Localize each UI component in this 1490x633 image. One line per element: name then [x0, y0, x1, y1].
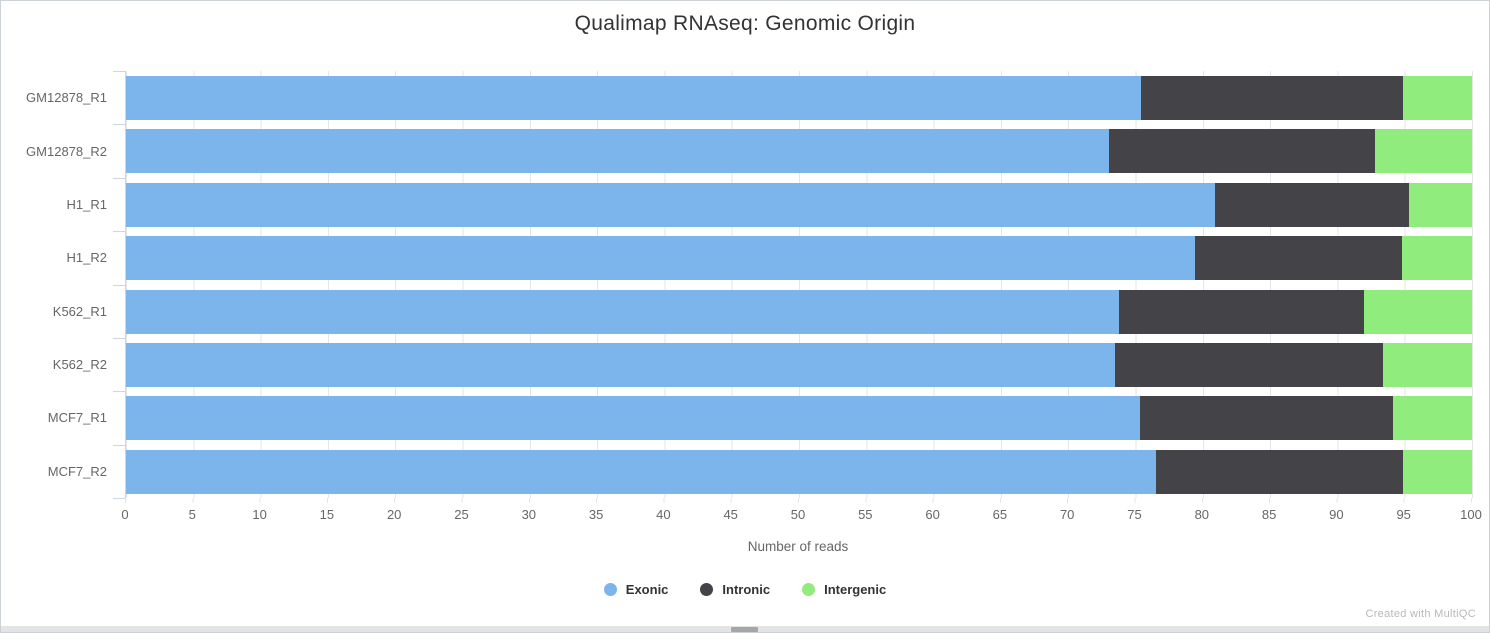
- y-axis-tick: [113, 391, 125, 393]
- bar-segment-exonic[interactable]: [126, 236, 1195, 281]
- x-axis-ticks: [125, 498, 1472, 503]
- x-axis-tick-label: 20: [386, 507, 402, 522]
- legend-marker-icon: [802, 583, 816, 596]
- x-axis-tick-label: 35: [588, 507, 604, 522]
- y-axis-label: GM12878_R1: [26, 90, 107, 106]
- stacked-bar-k562_r1[interactable]: [126, 289, 1472, 334]
- bar-row: [126, 391, 1472, 444]
- legend-item-intronic[interactable]: Intronic: [700, 582, 770, 597]
- bar-segment-intronic[interactable]: [1155, 449, 1404, 494]
- bar-segment-intergenic[interactable]: [1375, 129, 1472, 174]
- y-axis-label: H1_R1: [66, 196, 107, 212]
- legend-item-exonic[interactable]: Exonic: [603, 582, 669, 597]
- x-axis-tick-label: 0: [121, 507, 129, 522]
- x-axis-title: Number of reads: [747, 539, 849, 554]
- x-axis-tick-label: 40: [656, 507, 671, 522]
- bar-row: [126, 445, 1472, 498]
- y-axis-ticks: [113, 71, 125, 499]
- bar-segment-intronic[interactable]: [1115, 342, 1384, 387]
- bar-row: [126, 285, 1472, 338]
- bar-segment-exonic[interactable]: [126, 342, 1116, 387]
- bar-row: [126, 231, 1472, 284]
- horizontal-scrollbar[interactable]: [1, 626, 1489, 632]
- stacked-bar-mcf7_r2[interactable]: [126, 449, 1472, 494]
- legend-item-intergenic[interactable]: Intergenic: [802, 582, 886, 597]
- y-axis-tick: [113, 177, 125, 179]
- x-axis-tick-label: 50: [790, 507, 806, 522]
- y-axis-label: MCF7_R1: [47, 410, 107, 426]
- bar-row: [126, 124, 1472, 177]
- bar-row: [126, 338, 1472, 391]
- y-axis-labels: GM12878_R1 GM12878_R2 H1_R1 H1_R2 K562_R1 K56…: [1, 71, 107, 498]
- legend: Exonic Intronic Intergenic: [1, 582, 1489, 597]
- bar-row: [126, 71, 1472, 124]
- legend-item-label: Intronic: [722, 582, 771, 597]
- y-axis-label: GM12878_R2: [26, 143, 107, 159]
- legend-item-label: Exonic: [625, 582, 669, 597]
- stacked-bar-mcf7_r1[interactable]: [126, 396, 1472, 441]
- plot-area[interactable]: [125, 71, 1473, 498]
- legend-item-label: Intergenic: [824, 582, 887, 597]
- stacked-bar-h1_r1[interactable]: [126, 182, 1472, 227]
- bar-segment-intergenic[interactable]: [1383, 342, 1472, 387]
- bar-segment-exonic[interactable]: [126, 182, 1215, 227]
- chart-title: Qualimap RNAseq: Genomic Origin: [574, 12, 916, 35]
- y-axis-tick: [113, 284, 125, 286]
- y-axis-label: H1_R2: [66, 250, 107, 266]
- bar-segment-intronic[interactable]: [1214, 182, 1409, 227]
- watermark: Created with MultiQC: [1365, 608, 1476, 620]
- bar-segment-intronic[interactable]: [1139, 396, 1393, 441]
- bar-segment-intronic[interactable]: [1140, 76, 1404, 120]
- stacked-bar-h1_r2[interactable]: [126, 236, 1472, 281]
- bar-segment-intergenic[interactable]: [1403, 76, 1472, 120]
- x-axis-tick-label: 85: [1261, 507, 1277, 522]
- x-axis-tick-label: 30: [521, 507, 537, 522]
- bar-segment-exonic[interactable]: [126, 396, 1140, 441]
- x-axis-tick-labels: 0 5 10 15 20 25 30 35 40 45 50 55 60 65 70 75 80 85 90 95 10…: [121, 507, 1481, 523]
- x-axis-tick-label: 60: [925, 507, 940, 522]
- bar-segment-intergenic[interactable]: [1364, 289, 1472, 334]
- y-axis-tick: [113, 71, 125, 72]
- y-axis-label: K562_R2: [52, 357, 107, 373]
- bar-segment-exonic[interactable]: [126, 129, 1109, 174]
- y-axis-label: MCF7_R2: [47, 463, 107, 479]
- legend-marker-icon: [603, 583, 617, 596]
- bar-segment-exonic[interactable]: [126, 289, 1120, 334]
- y-axis-tick: [113, 231, 125, 233]
- y-axis-tick: [113, 124, 125, 126]
- stacked-bar-gm12878_r1[interactable]: [126, 76, 1472, 120]
- x-axis-tick-label: 100: [1460, 507, 1482, 522]
- x-axis-tick-label: 45: [723, 507, 738, 522]
- bar-segment-intronic[interactable]: [1119, 289, 1365, 334]
- y-axis-tick: [113, 444, 125, 446]
- bar-segment-exonic[interactable]: [126, 449, 1156, 494]
- bar-segment-intergenic[interactable]: [1403, 449, 1472, 494]
- x-axis-tick-label: 25: [454, 507, 469, 522]
- bar-segment-intergenic[interactable]: [1392, 396, 1472, 441]
- y-axis-tick: [113, 337, 125, 339]
- x-axis-tick-label: 15: [319, 507, 335, 522]
- bar-segment-intergenic[interactable]: [1402, 236, 1472, 281]
- x-axis-tick-label: 55: [858, 507, 873, 522]
- stacked-bar-gm12878_r2[interactable]: [126, 129, 1472, 174]
- legend-marker-icon: [700, 583, 714, 596]
- bar-segment-exonic[interactable]: [126, 76, 1141, 120]
- scrollbar-thumb[interactable]: [731, 627, 758, 632]
- x-axis-tick-label: 70: [1059, 507, 1075, 522]
- x-axis-tick-label: 65: [992, 507, 1008, 522]
- bar-segment-intronic[interactable]: [1108, 129, 1376, 174]
- stacked-bar-k562_r2[interactable]: [126, 342, 1472, 387]
- bar-segment-intergenic[interactable]: [1408, 182, 1472, 227]
- x-axis-tick-label: 95: [1396, 507, 1411, 522]
- y-axis-label: K562_R1: [52, 303, 107, 319]
- bar-row: [126, 178, 1472, 231]
- x-axis-tick-label: 5: [188, 507, 196, 522]
- y-axis-tick: [113, 498, 125, 499]
- bar-segment-intronic[interactable]: [1194, 236, 1402, 281]
- x-axis-tick-label: 80: [1194, 507, 1210, 522]
- x-axis-tick-label: 90: [1329, 507, 1344, 522]
- x-axis-tick-label: 10: [252, 507, 267, 522]
- x-axis-tick-label: 75: [1127, 507, 1142, 522]
